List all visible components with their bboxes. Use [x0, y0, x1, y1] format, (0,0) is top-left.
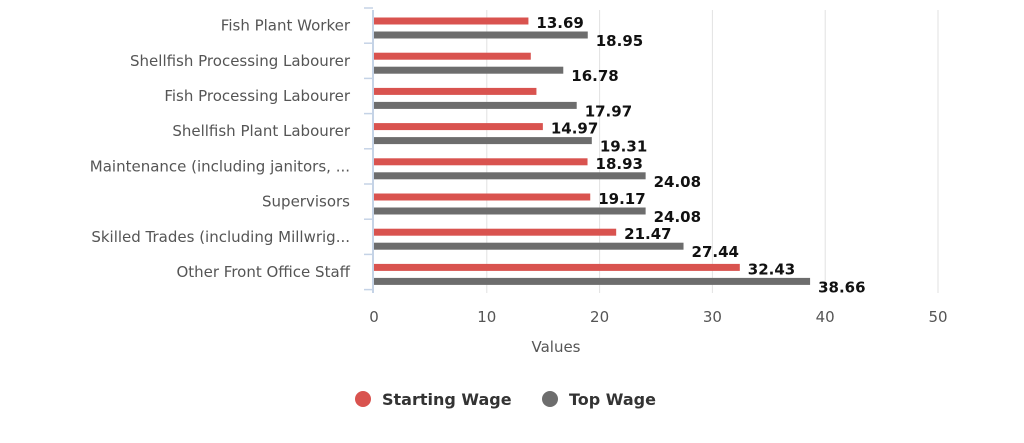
x-tick-label: 20	[590, 308, 609, 326]
top-wage-bar	[374, 242, 684, 250]
legend-top-wage-marker[interactable]	[542, 391, 558, 407]
x-tick-label: 40	[816, 308, 835, 326]
category-label: Shellfish Plant Labourer	[172, 122, 351, 140]
top-wage-label: 19.31	[600, 138, 647, 156]
category-label: Fish Plant Worker	[221, 17, 351, 35]
top-wage-bar	[374, 101, 577, 109]
starting-wage-label: 14.97	[551, 120, 598, 138]
legend-starting-wage-label[interactable]: Starting Wage	[382, 390, 512, 409]
x-tick-label: 10	[477, 308, 496, 326]
starting-wage-bar	[374, 17, 529, 25]
starting-wage-label: 21.47	[624, 225, 671, 243]
category-axis: Fish Plant Worker Shellfish Processing La…	[90, 7, 374, 293]
starting-wage-bar	[374, 193, 591, 201]
starting-wage-label: 32.43	[748, 260, 795, 278]
legend: Starting Wage Top Wage	[355, 390, 656, 409]
x-tick-label: 50	[928, 308, 947, 326]
x-tick-label: 30	[703, 308, 722, 326]
category-label: Skilled Trades (including Millwrig...	[91, 228, 350, 246]
top-wage-bar	[374, 277, 811, 285]
top-wage-bar	[374, 207, 646, 215]
category-label: Other Front Office Staff	[176, 263, 350, 281]
top-wage-label: 24.08	[654, 173, 701, 191]
top-wage-label: 24.08	[654, 208, 701, 226]
category-label: Maintenance (including janitors, ...	[90, 157, 350, 175]
starting-wage-bar	[374, 87, 537, 95]
top-wage-bar	[374, 172, 646, 180]
category-label: Shellfish Processing Labourer	[130, 52, 351, 70]
starting-wage-bar	[374, 263, 740, 271]
value-axis: 0 10 20 30 40 50	[369, 308, 947, 326]
legend-starting-wage-marker[interactable]	[355, 391, 371, 407]
category-label: Fish Processing Labourer	[164, 87, 350, 105]
legend-top-wage-label[interactable]: Top Wage	[569, 390, 656, 409]
starting-wage-bar	[374, 52, 531, 60]
category-label: Supervisors	[262, 193, 350, 211]
starting-wage-label: 13.69	[536, 14, 583, 32]
starting-wage-label: 19.17	[598, 190, 645, 208]
top-wage-bar	[374, 137, 592, 145]
starting-wage-bar	[374, 123, 543, 131]
starting-wage-bar	[374, 228, 617, 236]
top-wage-label: 17.97	[585, 102, 632, 120]
starting-wage-label: 18.93	[596, 155, 643, 173]
top-wage-label: 38.66	[818, 278, 865, 296]
top-wage-bar	[374, 31, 588, 39]
top-wage-label: 27.44	[692, 243, 739, 261]
top-wage-label: 18.95	[596, 32, 643, 50]
top-wage-label: 16.78	[571, 67, 618, 85]
x-axis-title: Values	[531, 338, 580, 356]
x-tick-label: 0	[369, 308, 379, 326]
top-wage-bar	[374, 66, 564, 74]
starting-wage-bar	[374, 158, 588, 166]
